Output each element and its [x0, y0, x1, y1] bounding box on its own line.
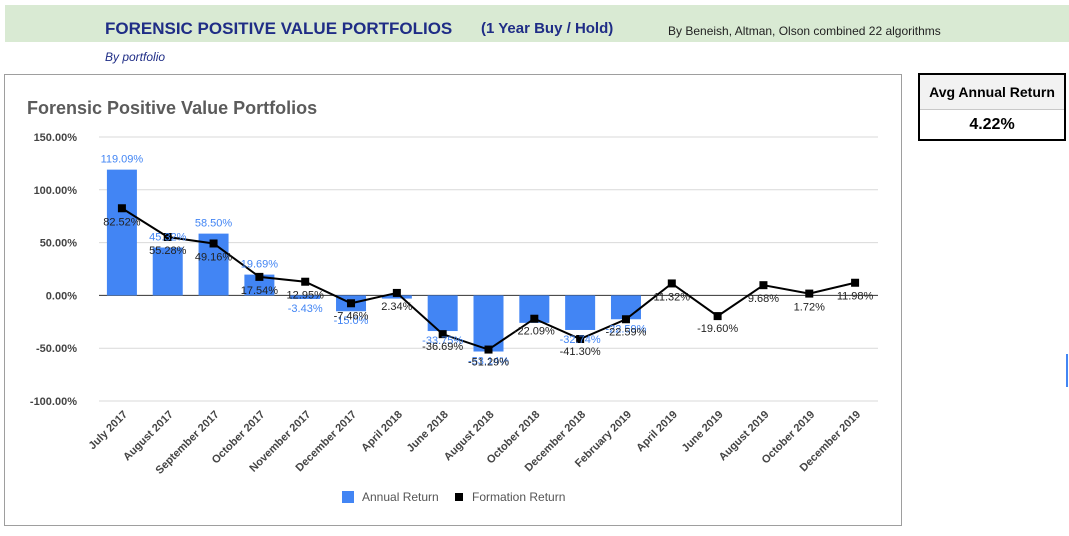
header-band: [5, 5, 1069, 42]
x-tick-label: April 2019: [634, 409, 680, 455]
formation-return-point[interactable]: [667, 279, 676, 288]
annual-return-label: 119.09%: [101, 154, 144, 166]
formation-return-label: -51.29%: [468, 357, 509, 369]
formation-return-point[interactable]: [576, 335, 585, 344]
formation-return-label: 9.68%: [748, 293, 779, 305]
annual-return-label: -53.14%: [468, 356, 509, 368]
y-tick-label: -100.00%: [30, 396, 77, 408]
formation-return-point[interactable]: [255, 272, 264, 281]
formation-return-label: 11.98%: [837, 291, 874, 303]
chart-title: Forensic Positive Value Portfolios: [27, 98, 317, 118]
y-tick-label: 150.00%: [34, 132, 78, 144]
formation-return-point[interactable]: [163, 233, 172, 242]
formation-return-label: -19.60%: [697, 323, 738, 335]
annual-return-label: -32.74%: [560, 334, 601, 346]
annual-return-label: -3.43%: [288, 303, 323, 315]
formation-return-point[interactable]: [209, 239, 218, 248]
hold-period-label: (1 Year Buy / Hold): [481, 20, 614, 37]
annual-return-label: -22.59%: [605, 323, 646, 335]
annual-return-label: 58.50%: [195, 218, 233, 230]
formation-return-label: -22.09%: [514, 326, 555, 338]
annual-return-bar[interactable]: [290, 295, 321, 300]
formation-return-point[interactable]: [438, 330, 447, 339]
x-tick-label: June 2018: [405, 409, 451, 455]
scroll-indicator[interactable]: [1066, 354, 1068, 387]
formation-return-point[interactable]: [851, 278, 860, 287]
formation-return-label: 55.28%: [149, 245, 187, 257]
formation-return-point[interactable]: [392, 288, 401, 297]
annual-return-bar[interactable]: [152, 247, 183, 296]
formation-return-point[interactable]: [347, 299, 356, 308]
legend-label-annual[interactable]: Annual Return: [362, 490, 439, 504]
formation-return-label: 17.54%: [241, 285, 279, 297]
annual-return-bars: [106, 169, 641, 352]
formation-return-point[interactable]: [117, 204, 126, 213]
formation-return-label: 2.34%: [381, 301, 412, 313]
formation-return-label: -41.30%: [560, 346, 601, 358]
annual-return-bar[interactable]: [244, 274, 275, 296]
formation-return-point[interactable]: [621, 315, 630, 324]
annual-return-bar[interactable]: [565, 295, 596, 330]
formation-return-label: -22.59%: [605, 326, 646, 338]
annual-return-label: -33.75%: [422, 335, 463, 347]
y-tick-label: 50.00%: [40, 238, 78, 250]
subtitle: By portfolio: [105, 50, 166, 64]
formation-return-point[interactable]: [530, 314, 539, 323]
legend-label-formation[interactable]: Formation Return: [472, 490, 565, 504]
formation-return-label: -36.69%: [422, 341, 463, 353]
avg-annual-return-value: 4.22%: [969, 116, 1015, 133]
formation-return-point[interactable]: [713, 312, 722, 321]
formation-return-point[interactable]: [484, 345, 493, 354]
avg-annual-return-box: Avg Annual Return 4.22%: [918, 73, 1066, 141]
formation-return-point[interactable]: [301, 277, 310, 286]
y-tick-label: 0.00%: [46, 290, 77, 302]
chart-svg: Forensic Positive Value Portfolios 150.0…: [27, 98, 878, 504]
legend: Annual Return Formation Return: [342, 490, 565, 504]
y-tick-label: -50.00%: [36, 343, 77, 355]
y-axis: 150.00% 100.00% 50.00% 0.00% -50.00% -100.00%: [30, 132, 77, 408]
formation-return-label: 1.72%: [794, 302, 825, 314]
x-tick-label: July 2017: [87, 409, 131, 453]
formation-return-label: 11.32%: [654, 291, 691, 303]
formation-return-point[interactable]: [805, 289, 814, 298]
formation-return-label: -7.46%: [334, 310, 369, 322]
chart-container[interactable]: Forensic Positive Value Portfolios 150.0…: [4, 74, 902, 526]
annual-return-label: 45.32%: [149, 232, 187, 244]
avg-annual-return-label: Avg Annual Return: [920, 75, 1064, 110]
legend-swatch-annual: [342, 491, 354, 503]
formation-return-label: 82.52%: [103, 216, 141, 228]
x-tick-label: June 2019: [680, 409, 726, 455]
page-title: FORENSIC POSITIVE VALUE PORTFOLIOS: [105, 19, 453, 38]
y-tick-label: 100.00%: [34, 185, 78, 197]
formation-return-point[interactable]: [759, 281, 768, 290]
annual-return-label: -15.0%: [334, 315, 369, 327]
formation-return-label: 12.95%: [287, 290, 325, 302]
legend-swatch-formation: [455, 493, 463, 501]
annual-return-bar[interactable]: [381, 295, 412, 299]
byline: By Beneish, Altman, Olson combined 22 al…: [668, 24, 941, 38]
data-labels: 119.09% 45.32% 58.50% 19.69% -3.43% -15.0% -33…: [101, 154, 874, 369]
formation-return-label: 49.16%: [195, 251, 233, 263]
formation-return-line: [117, 204, 860, 354]
annual-return-label: 19.69%: [241, 259, 279, 271]
x-tick-label: April 2018: [359, 409, 405, 455]
annual-return-bar[interactable]: [106, 169, 137, 296]
